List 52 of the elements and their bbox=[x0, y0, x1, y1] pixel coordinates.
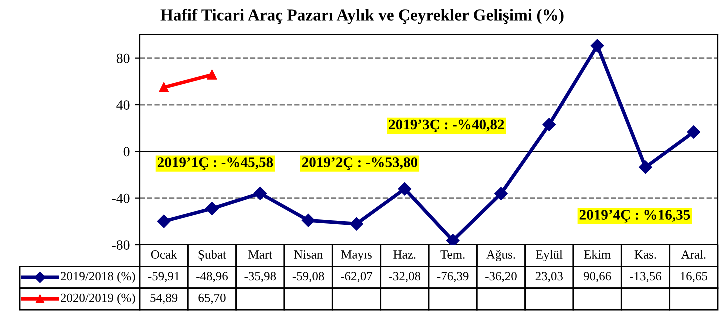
point bbox=[687, 126, 701, 139]
annotation: 2019’4Ç : %16,35 bbox=[580, 210, 690, 223]
y-tick-label: 40 bbox=[116, 100, 130, 110]
point bbox=[302, 214, 316, 228]
data-label: -59,91 bbox=[148, 272, 180, 282]
point bbox=[494, 187, 508, 200]
point bbox=[157, 214, 171, 228]
point bbox=[542, 118, 556, 132]
annotation: 2019’3Ç : -%40,82 bbox=[389, 120, 504, 133]
annotation: 2019’2Ç : -%53,80 bbox=[302, 158, 418, 170]
x-tick-label: Haz. bbox=[394, 250, 416, 260]
x-tick-label: Ağus. bbox=[486, 250, 516, 262]
x-tick-label: Eylül bbox=[536, 250, 563, 262]
x-tick-label: Mart bbox=[248, 250, 272, 259]
data-label: -35,98 bbox=[244, 272, 276, 282]
legend-label: 2020/2019 (%) bbox=[61, 294, 136, 305]
data-label: 16,65 bbox=[680, 272, 708, 282]
point bbox=[159, 82, 169, 92]
x-tick-label: Ekim bbox=[584, 250, 611, 259]
point bbox=[446, 234, 460, 245]
x-tick-label: Aral. bbox=[681, 250, 706, 260]
annotation: 2019’1Ç : -%45,58 bbox=[158, 158, 274, 170]
y-tick-label: 0 bbox=[124, 147, 130, 157]
point bbox=[398, 182, 412, 196]
point bbox=[590, 39, 604, 52]
legend-label: 2019/2018 (%) bbox=[61, 272, 136, 284]
y-tick-label: -80 bbox=[112, 240, 130, 250]
data-label: -48,96 bbox=[196, 272, 228, 282]
data-label: 90,66 bbox=[584, 272, 612, 282]
point bbox=[350, 217, 364, 231]
point bbox=[254, 187, 268, 200]
y-tick-label: -40 bbox=[112, 194, 130, 204]
x-tick-label: Mayıs bbox=[341, 250, 372, 262]
point bbox=[639, 160, 652, 174]
data-label: -13,56 bbox=[630, 272, 662, 282]
data-label: 65,70 bbox=[198, 294, 226, 304]
x-tick-label: Ocak bbox=[151, 250, 178, 259]
data-label: 23,03 bbox=[536, 272, 563, 282]
x-tick-label: Tem. bbox=[440, 250, 465, 260]
x-tick-label: Nisan bbox=[294, 250, 323, 259]
x-tick-label: Şubat bbox=[198, 250, 226, 262]
data-label: -76,39 bbox=[437, 272, 469, 282]
data-label: -62,07 bbox=[341, 272, 373, 282]
data-label: -59,08 bbox=[292, 272, 324, 282]
data-label: -36,20 bbox=[486, 272, 517, 282]
y-tick-label: 80 bbox=[116, 54, 130, 64]
point bbox=[206, 202, 219, 216]
chart-title: Hafif Ticari Araç Pazarı Aylık ve Çeyrekler Gelişimi (%) bbox=[160, 8, 564, 24]
data-label: -32,08 bbox=[389, 272, 421, 282]
x-tick-label: Kas. bbox=[634, 250, 656, 260]
data-label: 54,89 bbox=[150, 294, 178, 304]
point bbox=[207, 70, 218, 80]
